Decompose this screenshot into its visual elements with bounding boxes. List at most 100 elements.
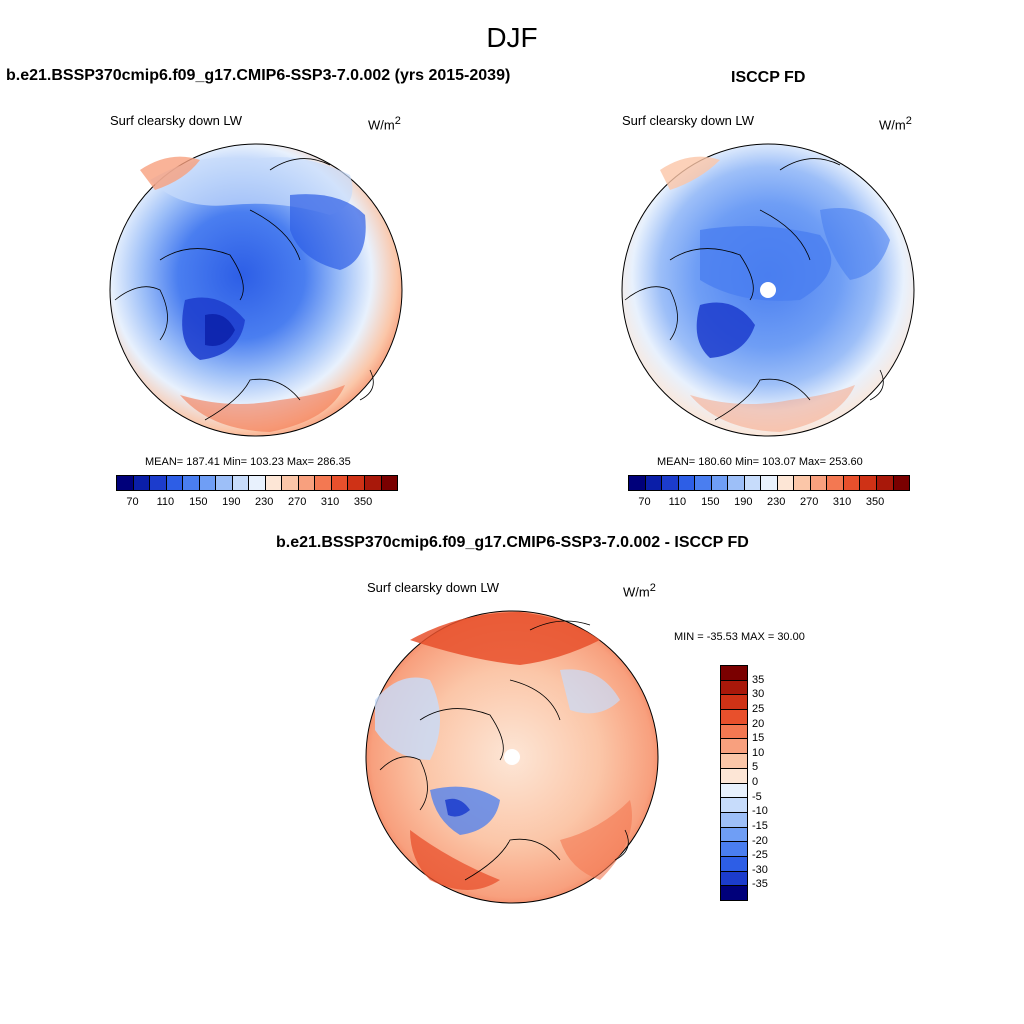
panel1-title: b.e21.BSSP370cmip6.f09_g17.CMIP6-SSP3-7.… (6, 67, 511, 84)
colorbar-tick-label: 110 (156, 496, 175, 508)
panel2-stats: MEAN= 180.60 Min= 103.07 Max= 253.60 (657, 456, 863, 468)
colorbar-swatch (216, 476, 233, 490)
colorbar-tick-label: 230 (767, 496, 786, 508)
colorbar-swatch (348, 476, 365, 490)
panel2-title: ISCCP FD (731, 69, 806, 86)
diff-panel-stats: MIN = -35.53 MAX = 30.00 (674, 631, 805, 643)
panel1-units: W/m2 (368, 115, 401, 133)
colorbar-swatch (117, 476, 134, 490)
colorbar-swatch (645, 476, 663, 490)
colorbar-tick-label: 270 (287, 496, 307, 508)
colorbar-tick-label: 310 (832, 496, 852, 508)
diff-colorbar-swatch (721, 754, 747, 769)
colorbar-tick-label: 310 (320, 496, 340, 508)
colorbar-tick-label: 350 (865, 496, 885, 508)
diff-panel-title: b.e21.BSSP370cmip6.f09_g17.CMIP6-SSP3-7.… (276, 534, 749, 551)
diff-colorbar-tick-label: 20 (752, 717, 765, 730)
colorbar-swatch (695, 476, 712, 490)
panel2-variable: Surf clearsky down LW (622, 113, 754, 128)
diff-colorbar-swatch (721, 856, 747, 872)
diff-colorbar-tick-label: 25 (752, 702, 765, 715)
colorbar-tick-label: 190 (734, 496, 753, 508)
colorbar-swatch (827, 476, 844, 490)
panel1-colorbar (116, 475, 398, 491)
colorbar-swatch (860, 476, 877, 490)
colorbar-swatch (810, 476, 828, 490)
diff-colorbar-swatch (721, 695, 747, 711)
colorbar-tick-label: 150 (701, 496, 720, 508)
diff-colorbar-tick-label: 30 (752, 688, 765, 701)
diff-map (365, 610, 659, 904)
colorbar-swatch (364, 476, 382, 490)
diff-colorbar-swatch (721, 710, 747, 725)
diff-colorbar-tick-label: 15 (752, 732, 765, 745)
colorbar-swatch (843, 476, 861, 490)
diff-colorbar-tick-label: -10 (752, 805, 768, 818)
colorbar-swatch (133, 476, 151, 490)
colorbar-tick-label: 150 (189, 496, 208, 508)
colorbar-swatch (662, 476, 679, 490)
diff-colorbar-tick-label: -15 (752, 819, 768, 832)
diff-colorbar-swatch (721, 739, 747, 755)
diff-colorbar-swatch (721, 783, 747, 799)
colorbar-swatch (232, 476, 250, 490)
diff-colorbar-tick-label: 35 (752, 673, 765, 686)
panel2-units: W/m2 (879, 115, 912, 133)
diff-colorbar-swatch (721, 812, 747, 828)
colorbar-swatch (265, 476, 283, 490)
diff-colorbar-tick-label: -35 (752, 878, 768, 891)
colorbar-swatch (150, 476, 167, 490)
colorbar-tick-label: 190 (222, 496, 241, 508)
diff-colorbar-tick-label: -20 (752, 834, 768, 847)
colorbar-swatch (744, 476, 762, 490)
colorbar-tick-label: 70 (638, 496, 651, 508)
diff-colorbar-tick-label: 10 (752, 746, 765, 759)
colorbar-swatch (183, 476, 200, 490)
diff-colorbar-tick-label: -25 (752, 849, 768, 862)
diff-colorbar-swatch (721, 768, 747, 784)
colorbar-swatch (678, 476, 696, 490)
colorbar-tick-label: 70 (126, 496, 139, 508)
colorbar-swatch (331, 476, 349, 490)
diff-colorbar-swatch (721, 798, 747, 813)
colorbar-swatch (777, 476, 795, 490)
colorbar-swatch (794, 476, 811, 490)
diff-colorbar-swatch (721, 680, 747, 696)
colorbar-swatch (199, 476, 217, 490)
diff-panel-variable: Surf clearsky down LW (367, 580, 499, 595)
diff-colorbar-tick-label: -5 (752, 790, 762, 803)
diff-panel-units: W/m2 (623, 582, 656, 600)
colorbar-swatch (298, 476, 316, 490)
figure-title: DJF (486, 22, 538, 53)
panel1-variable: Surf clearsky down LW (110, 113, 242, 128)
colorbar-swatch (315, 476, 332, 490)
colorbar-swatch (166, 476, 184, 490)
colorbar-swatch (282, 476, 299, 490)
panel1-map (109, 143, 403, 437)
diff-colorbar (720, 665, 748, 901)
colorbar-swatch (728, 476, 745, 490)
colorbar-swatch (249, 476, 266, 490)
diff-colorbar-tick-label: 5 (752, 761, 759, 774)
diff-colorbar-swatch (721, 842, 747, 857)
diff-colorbar-swatch (721, 871, 747, 887)
colorbar-tick-label: 270 (799, 496, 819, 508)
colorbar-swatch (629, 476, 646, 490)
diff-colorbar-tick-label: -30 (752, 863, 768, 876)
colorbar-tick-label: 110 (668, 496, 687, 508)
colorbar-swatch (876, 476, 894, 490)
colorbar-tick-label: 230 (255, 496, 274, 508)
diff-colorbar-tick-label: 0 (752, 776, 759, 788)
panel2-colorbar (628, 475, 910, 491)
diff-colorbar-swatch (721, 666, 747, 681)
diff-colorbar-swatch (721, 827, 747, 843)
colorbar-swatch (381, 476, 398, 490)
diff-colorbar-swatch (721, 724, 747, 740)
colorbar-swatch (761, 476, 778, 490)
panel1-stats: MEAN= 187.41 Min= 103.23 Max= 286.35 (145, 456, 351, 468)
panel2-map (621, 143, 915, 437)
colorbar-tick-label: 350 (353, 496, 373, 508)
colorbar-swatch (711, 476, 729, 490)
colorbar-swatch (893, 476, 910, 490)
